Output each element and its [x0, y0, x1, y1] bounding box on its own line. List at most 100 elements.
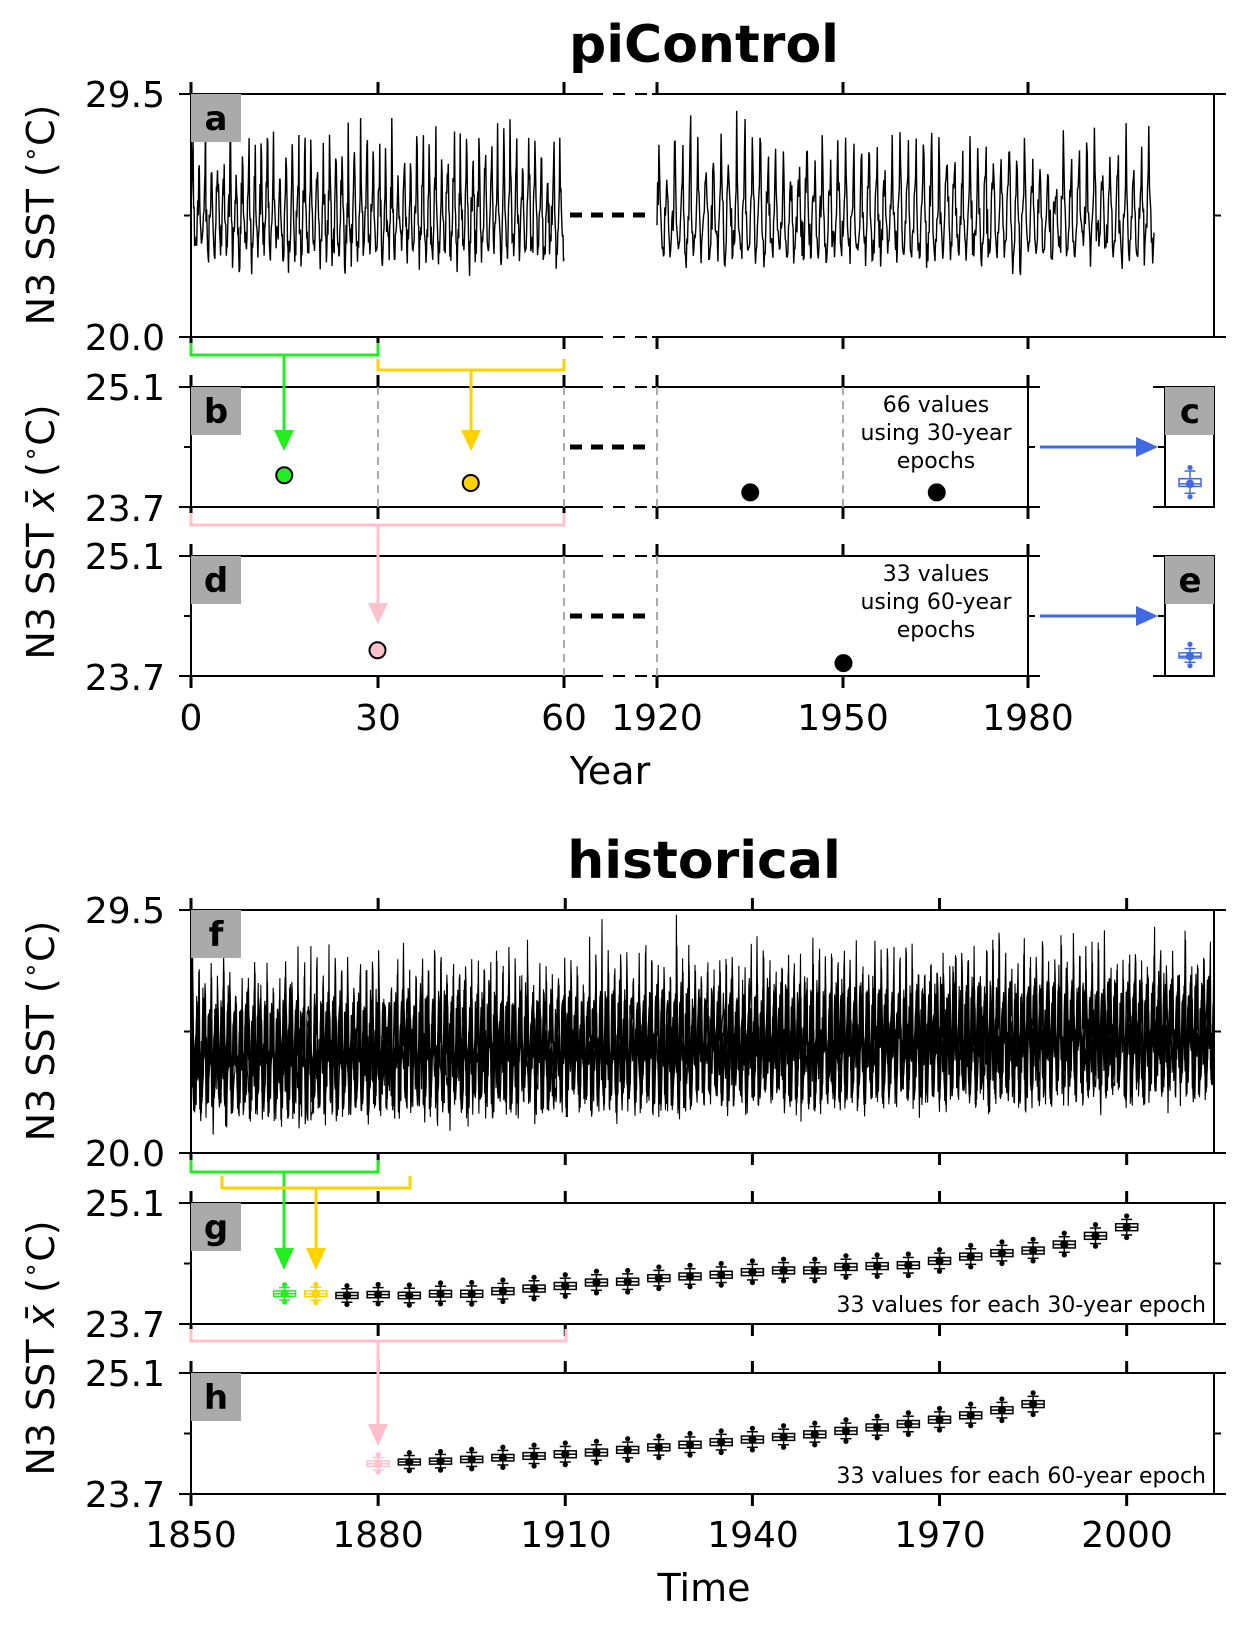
h-7-mean [592, 1448, 601, 1457]
h-3-mean [467, 1455, 476, 1464]
g-20-flier-0 [905, 1251, 911, 1257]
g-20-flier-1 [905, 1273, 911, 1279]
h-4-flier-1 [500, 1464, 506, 1470]
h-5-mean [529, 1451, 539, 1461]
a-ytick-max: 29.5 [85, 75, 165, 116]
f-ylabel: N3 SST (∘C) [16, 921, 63, 1142]
h-1-mean [405, 1457, 414, 1467]
xtick-1950: 1950 [797, 698, 889, 739]
a-ylabel: N3 SST (∘C) [16, 105, 63, 326]
panel-a-label-bg [191, 94, 241, 142]
panel-c-label: c [1180, 392, 1200, 432]
h-13-flier-0 [780, 1423, 787, 1429]
h-19-flier-0 [968, 1401, 974, 1407]
g-14-mean [717, 1270, 726, 1279]
h-annotation: 33 values for each 60-year epoch [837, 1464, 1206, 1489]
panel-d-points [368, 641, 853, 673]
xtick-1920: 1920 [611, 698, 703, 739]
b-ytick-max: 25.1 [85, 368, 165, 409]
d-annotation-line1: 33 values [883, 562, 990, 587]
g-12-flier-0 [656, 1264, 662, 1270]
g-19-mean [872, 1261, 882, 1271]
g-19-flier-1 [874, 1273, 880, 1280]
g-3-flier-0 [375, 1281, 381, 1288]
panel-a-series-segment1 [190, 110, 565, 276]
d-annotation-line2: using 60-year [860, 590, 1012, 615]
g-5-flier-1 [437, 1301, 444, 1307]
panel-f-label-bg [191, 910, 241, 958]
g-18-flier-1 [843, 1274, 849, 1280]
b-annotation-line3: epochs [897, 449, 975, 474]
h-7-flier-0 [593, 1438, 600, 1444]
gh-ylabel: N3 SST x̄ (∘C) [16, 1220, 63, 1475]
g-2-flier-0 [344, 1283, 350, 1289]
xtick-1880: 1880 [332, 1515, 424, 1556]
g-18-mean [841, 1262, 851, 1272]
h-14-flier-1 [812, 1442, 818, 1448]
b-ytick-min: 23.7 [85, 489, 165, 530]
g-23-flier-0 [999, 1239, 1005, 1245]
g-7-flier-0 [500, 1277, 506, 1283]
g-26-mean [1091, 1231, 1100, 1241]
g-16-flier-1 [780, 1278, 787, 1284]
c-flier-0 [1187, 464, 1193, 471]
g-19-flier-0 [874, 1252, 880, 1258]
panel-g-boxes [272, 1213, 1139, 1308]
h-7-flier-1 [593, 1460, 600, 1466]
panel-c-label-bg [1165, 387, 1214, 435]
panel-f-ensemble-series [190, 914, 1215, 1135]
d-annotation-line3: epochs [897, 618, 975, 643]
h-11-flier-1 [718, 1449, 724, 1456]
h-16-flier-0 [874, 1413, 880, 1419]
h-8-mean [623, 1445, 632, 1455]
panel-e-label: e [1178, 561, 1201, 601]
g-5-flier-0 [437, 1280, 444, 1286]
g-16-flier-0 [780, 1256, 787, 1262]
xtick-1970: 1970 [894, 1515, 986, 1556]
panel-h-label: h [204, 1378, 228, 1418]
h-3-flier-1 [469, 1466, 475, 1472]
g-11-flier-0 [625, 1267, 631, 1274]
h-21-flier-0 [1030, 1390, 1036, 1396]
e-flier-1 [1187, 663, 1193, 669]
g-25-mean [1060, 1240, 1069, 1249]
g-13-flier-0 [687, 1262, 693, 1268]
g-25-flier-0 [1061, 1230, 1067, 1236]
d-point-0 [368, 641, 387, 660]
g-27-flier-0 [1124, 1213, 1130, 1219]
xlabel-year: Year [569, 749, 651, 793]
h-21-mean [1028, 1399, 1038, 1409]
h-19-mean [966, 1411, 975, 1420]
panel-d-label: d [204, 561, 228, 601]
g-27-flier-1 [1124, 1234, 1130, 1241]
g-9-mean [561, 1281, 570, 1291]
g-21-flier-1 [936, 1268, 943, 1274]
h-18-flier-1 [936, 1427, 943, 1433]
g-24-flier-1 [1030, 1258, 1036, 1264]
h-5-flier-0 [531, 1442, 537, 1448]
g-ytick-min: 23.7 [85, 1305, 165, 1346]
xlabel-time: Time [657, 1566, 751, 1610]
b-annotation-line1: 66 values [883, 393, 990, 418]
g-22-flier-1 [968, 1264, 974, 1270]
g-9-flier-1 [562, 1293, 568, 1299]
g-22-flier-0 [968, 1242, 974, 1248]
h-9-mean [654, 1443, 664, 1452]
h-ytick-min: 23.7 [85, 1475, 165, 1516]
h-1-flier-0 [406, 1450, 412, 1456]
a-ytick-min: 20.0 [85, 318, 165, 359]
b-point-0 [275, 466, 294, 485]
panel-g-label-bg [191, 1203, 241, 1251]
g-6-mean [467, 1289, 476, 1298]
panel-b-points [275, 466, 946, 502]
g-annotation: 33 values for each 30-year epoch [837, 1293, 1206, 1318]
panel-b-label-bg [191, 387, 241, 435]
h-15-mean [841, 1426, 851, 1436]
g-10-flier-1 [593, 1290, 600, 1296]
g-10-mean [592, 1278, 601, 1287]
h-9-flier-0 [656, 1433, 662, 1439]
d-ytick-min: 23.7 [85, 658, 165, 699]
h-6-mean [561, 1450, 570, 1459]
g-10-flier-0 [593, 1268, 600, 1274]
